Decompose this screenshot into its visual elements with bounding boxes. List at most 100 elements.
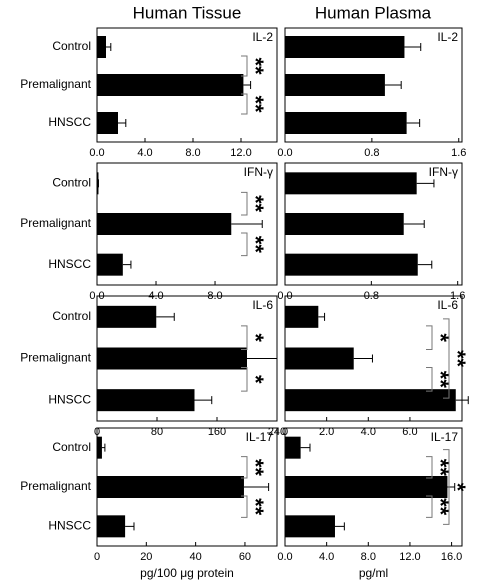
panel-title: IL-17 [246,430,274,444]
category-label: Control [52,176,91,190]
x-tick-label: 8.0 [361,551,376,563]
significance-mark: ** [243,459,268,477]
bar [285,213,404,235]
bar [97,74,244,96]
bar [285,74,385,96]
column-title: Human Tissue [133,3,242,22]
x-tick-label: 160 [208,426,226,438]
significance-bracket [241,456,248,479]
x-tick-label: 8.0 [185,147,200,159]
significance-bracket [443,449,450,525]
panel-title: IFN-γ [244,165,273,179]
category-label: Control [52,440,91,454]
significance-mark: * [243,375,268,384]
x-tick-label: 0.0 [277,551,292,563]
error-bar [118,119,127,127]
significance-mark: ** [428,371,453,389]
error-bar [247,354,278,363]
bar [97,213,232,235]
error-bar [406,119,421,127]
error-bar [243,81,252,89]
significance-bracket [241,495,248,518]
bar [285,347,354,370]
significance-bracket [241,55,248,77]
x-tick-label: 16.0 [441,551,462,563]
significance-mark: ** [243,498,268,516]
error-bar [194,396,213,405]
x-tick-label: 40 [190,551,202,563]
bar [285,436,301,459]
x-tick-label: 4.0 [319,551,334,563]
bar [97,436,102,459]
error-bar [404,43,422,51]
panel-title: IL-2 [252,30,273,44]
error-bar [384,81,402,89]
error-bar [334,522,345,531]
x-tick-label: 0.8 [364,147,379,159]
bar [285,172,417,195]
bar [97,36,106,58]
significance-mark: ** [428,498,453,516]
error-bar [300,443,311,452]
x-tick-label: 2.0 [319,426,334,438]
significance-mark: ** [428,459,453,477]
error-bar [416,179,435,188]
significance-bracket [443,318,450,399]
panel-title: IFN-γ [429,165,458,179]
bar [285,253,418,276]
error-bar [125,522,135,531]
x-tick-label: 0.0 [277,147,292,159]
bar [97,305,157,328]
error-bar [353,354,373,363]
x-tick-label: 4.0 [361,426,376,438]
x-tick-label: 80 [151,426,163,438]
significance-mark: ** [243,236,268,254]
significance-bracket [241,93,248,115]
x-tick-label: 0 [94,551,100,563]
error-bar [101,443,106,452]
x-tick-label: 1.6 [451,147,466,159]
significance-bracket [426,495,433,518]
error-bar [318,312,326,321]
x-tick-label: 12.0 [230,147,251,159]
bar [285,36,405,58]
error-bar [156,312,175,321]
significance-mark: ** [243,95,268,113]
category-label: Premalignant [20,216,91,230]
category-label: Control [52,309,91,323]
bar [285,515,335,538]
x-tick-label: 0.0 [89,147,104,159]
category-label: HNSCC [48,392,91,406]
error-bar [243,483,270,491]
error-bar [106,43,112,51]
x-tick-label: 12.0 [399,551,420,563]
x-tick-label: 6.0 [402,426,417,438]
bar [285,305,319,328]
bar [97,515,126,538]
bar [97,347,247,370]
x-tick-label: 60 [239,551,251,563]
x-axis-label: pg/100 μg protein [140,566,234,580]
significance-mark: * [243,333,268,342]
bar [285,112,407,134]
category-label: HNSCC [48,257,91,271]
significance-bracket [426,456,433,479]
significance-mark: ** [243,57,268,75]
bar [97,172,99,195]
significance-mark: ** [445,350,470,368]
error-bar [455,396,469,405]
bar [97,476,244,498]
bar [285,476,448,498]
significance-mark: * [428,333,453,342]
category-label: Premalignant [20,351,91,365]
significance-mark: * [445,483,470,492]
significance-bracket [241,325,248,350]
panel-title: IL-6 [437,298,458,312]
error-bar [403,220,425,228]
significance-bracket [426,325,433,350]
panel-title: IL-17 [431,430,459,444]
significance-bracket [241,367,248,392]
panel-title: IL-6 [252,298,273,312]
